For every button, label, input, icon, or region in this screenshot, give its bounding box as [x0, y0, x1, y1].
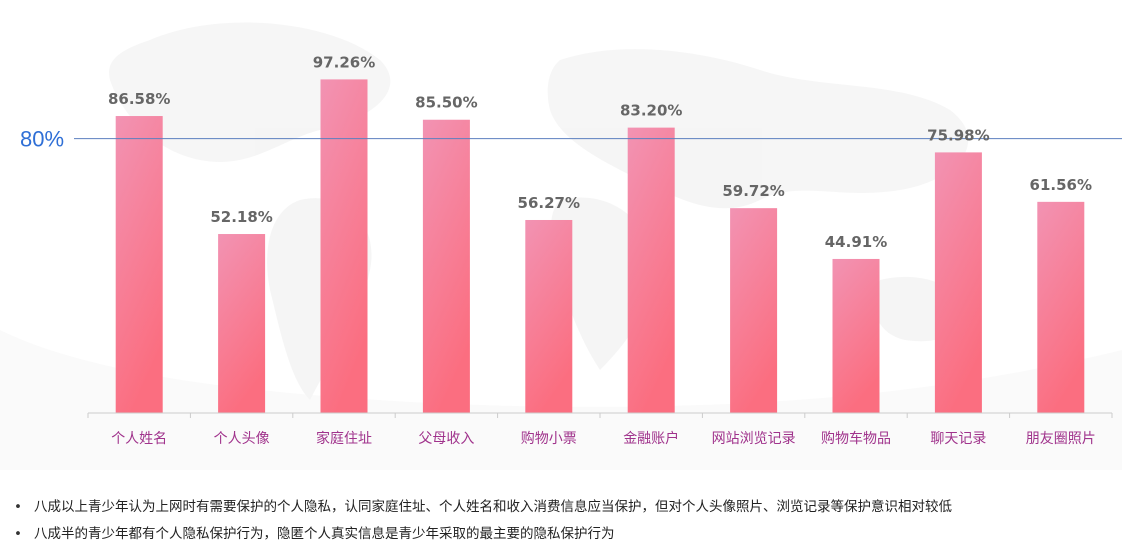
category-labels: 个人姓名 个人头像 家庭住址 父母收入 购物小票 金融账户 网站浏览记录 购物车物品 聊天记录 朋… [111, 430, 1096, 447]
bar-value-label: 97.26% [313, 53, 375, 71]
bar-value-label: 83.20% [620, 102, 682, 120]
bar-chart: 80% 86.58% 52.18% 97.26% 85.50% 56.27% 83.20%… [20, 53, 1122, 447]
value-labels: 86.58% 52.18% 97.26% 85.50% 56.27% 83.20% 59.7… [108, 53, 1092, 251]
category-label: 金融账户 [623, 430, 679, 447]
category-label: 购物小票 [521, 431, 577, 447]
note-text: 八成半的青少年都有个人隐私保护行为，隐匿个人真实信息是青少年采取的最主要的隐私保… [34, 526, 615, 542]
bars-layer [115, 79, 1085, 414]
bar [627, 127, 675, 414]
category-label: 个人姓名 [111, 431, 167, 447]
bar-value-label: 75.98% [927, 126, 989, 144]
bar-value-label: 86.58% [108, 90, 170, 108]
category-label: 父母收入 [418, 431, 474, 447]
bar [115, 116, 163, 413]
category-label: 家庭住址 [316, 430, 372, 447]
bar-value-label: 44.91% [825, 233, 887, 251]
bar [934, 152, 982, 413]
x-ticks [87, 413, 1113, 418]
bar [730, 208, 778, 413]
note-text: 八成以上青少年认为上网时有需要保护的个人隐私，认同家庭住址、个人姓名和收入消费信… [34, 499, 952, 515]
category-label: 网站浏览记录 [712, 431, 796, 447]
category-label: 聊天记录 [930, 431, 986, 447]
category-label: 朋友圈照片 [1026, 431, 1096, 447]
note-item: • 八成半的青少年都有个人隐私保护行为，隐匿个人真实信息是青少年采取的最主要的隐… [14, 521, 1114, 548]
summary-notes: • 八成以上青少年认为上网时有需要保护的个人隐私，认同家庭住址、个人姓名和收入消… [14, 494, 1114, 548]
category-label: 个人头像 [214, 431, 270, 447]
note-item: • 八成以上青少年认为上网时有需要保护的个人隐私，认同家庭住址、个人姓名和收入消… [14, 494, 1114, 521]
bar-value-label: 85.50% [415, 94, 477, 112]
bar [1037, 201, 1085, 413]
bar [832, 258, 880, 413]
reference-line-label: 80% [20, 127, 64, 152]
bar-value-label: 56.27% [518, 194, 580, 212]
bar-value-label: 61.56% [1030, 176, 1092, 194]
bar [422, 119, 470, 414]
bar [218, 234, 266, 413]
category-label: 购物车物品 [821, 430, 891, 447]
bar-value-label: 52.18% [210, 208, 272, 226]
bar [320, 79, 368, 414]
bar-value-label: 59.72% [722, 182, 784, 200]
bullet-icon: • [14, 526, 22, 542]
bar [525, 219, 573, 413]
bullet-icon: • [14, 499, 22, 515]
